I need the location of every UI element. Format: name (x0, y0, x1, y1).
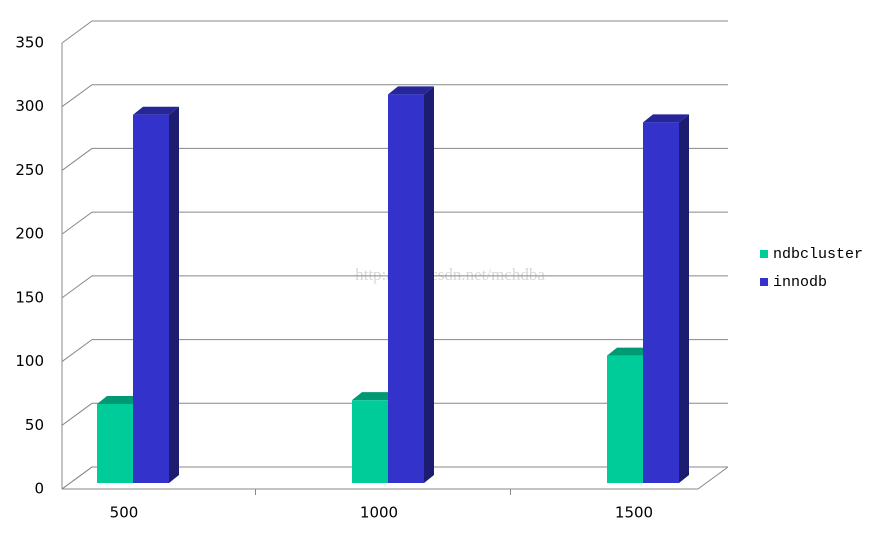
y-tick-label: 100 (15, 352, 44, 370)
bar (133, 106, 179, 483)
bar-top (352, 392, 398, 401)
bar-top (607, 347, 653, 356)
bar-side (424, 86, 434, 483)
bar-side (679, 114, 689, 484)
bar-top (643, 114, 689, 123)
grid-segment (61, 275, 728, 299)
bar-side (169, 106, 179, 483)
y-tick-label: 250 (15, 161, 44, 179)
x-tick-label: 500 (110, 504, 139, 522)
axis-line (697, 466, 729, 490)
y-tick-label: 200 (15, 225, 44, 243)
bar-front (643, 122, 679, 484)
grid-line (61, 402, 728, 426)
bar-front (97, 403, 133, 483)
grid-line (61, 466, 728, 490)
bar-front (388, 94, 424, 483)
x-tick-label: 1000 (360, 504, 398, 522)
grid-segment (61, 402, 728, 426)
y-tick-label: 350 (15, 34, 44, 52)
watermark: http://blog.csdn.net/mchdba (355, 265, 545, 284)
grid-segment (61, 147, 728, 171)
grid-line (61, 339, 728, 362)
legend-swatch (760, 278, 768, 286)
x-tick-label: 1500 (615, 504, 653, 522)
legend-swatch (760, 250, 768, 258)
grid-segment (61, 211, 728, 235)
legend-label: innodb (773, 274, 827, 291)
bar-front (352, 400, 388, 483)
bar-top (388, 86, 434, 95)
grid-segment (61, 20, 728, 44)
y-tick-label: 150 (15, 288, 44, 306)
grid-line (61, 20, 728, 44)
grid-line (61, 275, 728, 299)
bar-top (97, 395, 143, 404)
grid-line (61, 211, 728, 235)
grid-line (61, 84, 728, 108)
grid-line (61, 147, 728, 171)
grid-segment (61, 84, 728, 108)
legend: ndbcluster innodb (760, 246, 863, 291)
grid-segment (61, 466, 728, 490)
bar (643, 114, 689, 484)
y-tick-label: 300 (15, 97, 44, 115)
bar-front (607, 355, 643, 483)
bar-front (133, 114, 169, 483)
bar (352, 392, 398, 483)
bar-top (133, 106, 179, 115)
legend-label: ndbcluster (773, 246, 863, 263)
grid-segment (61, 339, 728, 362)
y-tick-label: 0 (34, 480, 44, 498)
y-tick-label: 50 (25, 416, 44, 434)
bar (388, 86, 434, 483)
